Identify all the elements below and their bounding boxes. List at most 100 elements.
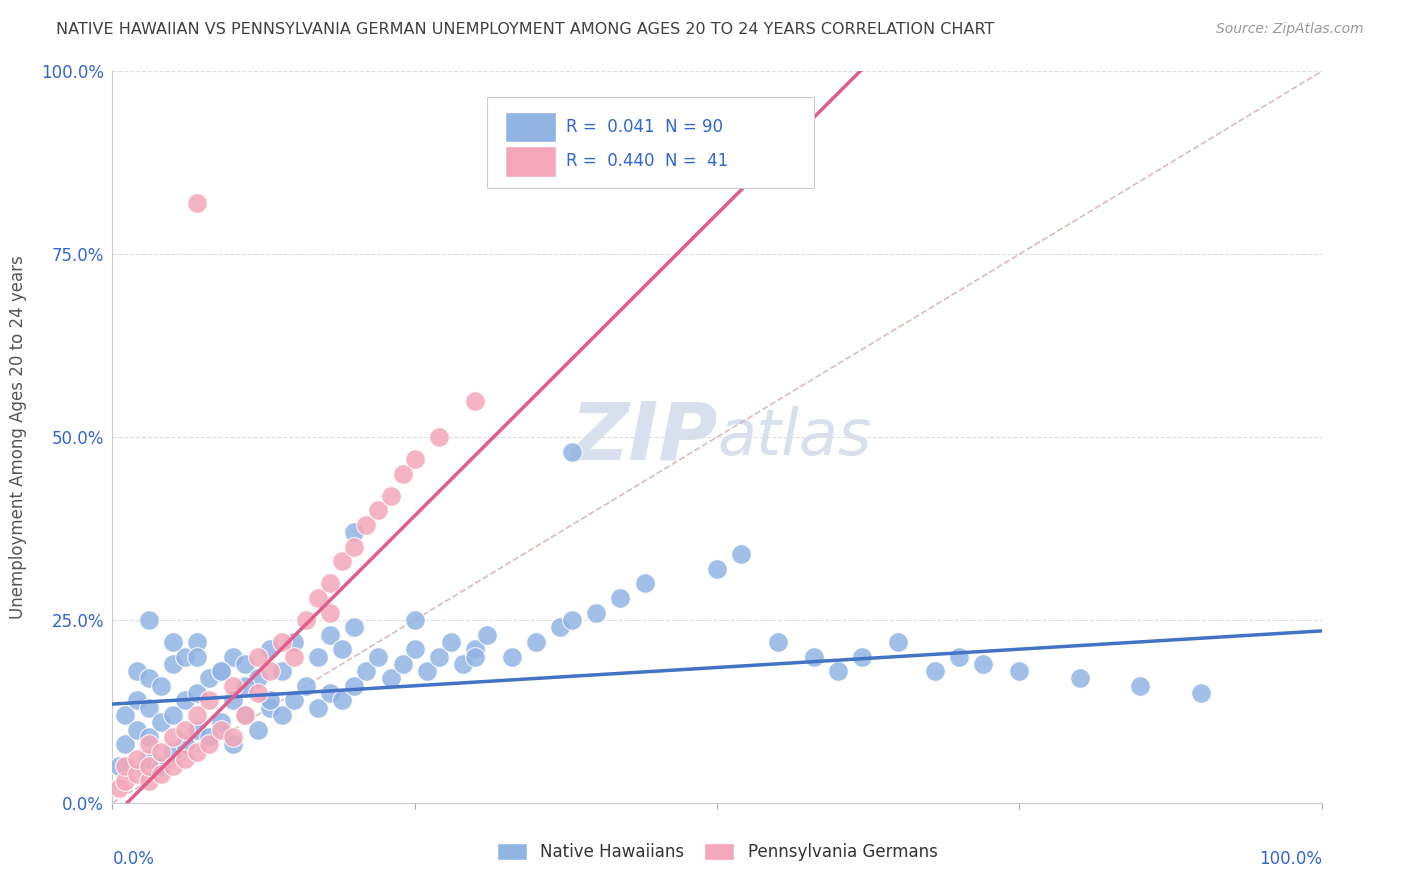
Point [246,649,269,664]
Point [343,540,366,554]
Point [186,723,208,737]
Point [585,606,607,620]
Point [162,657,184,671]
FancyBboxPatch shape [506,146,557,177]
Point [209,723,232,737]
Point [149,766,172,780]
Point [477,627,499,641]
Point [107,759,129,773]
Y-axis label: Unemployment Among Ages 20 to 24 years: Unemployment Among Ages 20 to 24 years [10,255,27,619]
Point [138,773,160,788]
Point [356,664,378,678]
Point [319,627,342,641]
Point [149,715,172,730]
Point [1008,664,1031,678]
Point [222,679,245,693]
Point [162,635,184,649]
Point [295,679,318,693]
Point [246,686,269,700]
Point [380,672,402,686]
Text: 100.0%: 100.0% [1258,850,1322,868]
FancyBboxPatch shape [488,97,814,188]
Point [391,657,413,671]
Point [114,708,136,723]
Point [174,723,197,737]
Point [186,635,208,649]
Point [391,467,413,481]
Point [198,730,221,744]
Point [307,700,329,714]
Point [162,745,184,759]
Point [343,620,366,634]
Point [198,737,221,751]
Point [464,393,486,408]
Text: atlas: atlas [717,406,872,468]
Point [427,649,450,664]
Point [561,613,583,627]
Point [198,693,221,707]
Point [307,591,329,605]
Point [283,635,305,649]
Point [138,752,160,766]
Text: Source: ZipAtlas.com: Source: ZipAtlas.com [1216,22,1364,37]
Point [125,752,148,766]
Point [356,517,378,532]
Point [766,635,789,649]
Point [246,672,269,686]
Point [162,759,184,773]
Point [270,708,292,723]
Point [259,664,281,678]
Point [138,759,160,773]
Text: 0.0%: 0.0% [112,850,155,868]
Point [1129,679,1152,693]
Point [730,547,752,561]
Point [222,649,245,664]
Point [706,562,728,576]
Point [209,715,232,730]
Text: R =  0.440  N =  41: R = 0.440 N = 41 [565,153,728,170]
Point [404,613,426,627]
Point [114,759,136,773]
Point [343,525,366,540]
Point [561,444,583,458]
Point [138,737,160,751]
Point [887,635,910,649]
Point [138,730,160,744]
Point [222,730,245,744]
Point [125,664,148,678]
Point [295,613,318,627]
Point [609,591,631,605]
Point [186,686,208,700]
Point [235,657,257,671]
Point [330,693,353,707]
Point [270,664,292,678]
Point [270,635,292,649]
Point [162,708,184,723]
Point [1189,686,1212,700]
Point [209,664,232,678]
Point [174,649,197,664]
Point [851,649,873,664]
Text: NATIVE HAWAIIAN VS PENNSYLVANIA GERMAN UNEMPLOYMENT AMONG AGES 20 TO 24 YEARS CO: NATIVE HAWAIIAN VS PENNSYLVANIA GERMAN U… [56,22,994,37]
Point [107,781,129,796]
Point [924,664,946,678]
Point [138,672,160,686]
FancyBboxPatch shape [506,112,557,143]
Point [235,679,257,693]
Point [174,752,197,766]
Point [186,708,208,723]
Point [149,745,172,759]
Point [330,642,353,657]
Point [948,649,970,664]
Point [803,649,825,664]
Point [186,196,208,211]
Point [125,766,148,780]
Point [174,737,197,751]
Point [524,635,547,649]
Point [404,642,426,657]
Point [246,723,269,737]
Point [283,649,305,664]
Point [125,693,148,707]
Text: ZIP: ZIP [569,398,717,476]
Point [198,672,221,686]
